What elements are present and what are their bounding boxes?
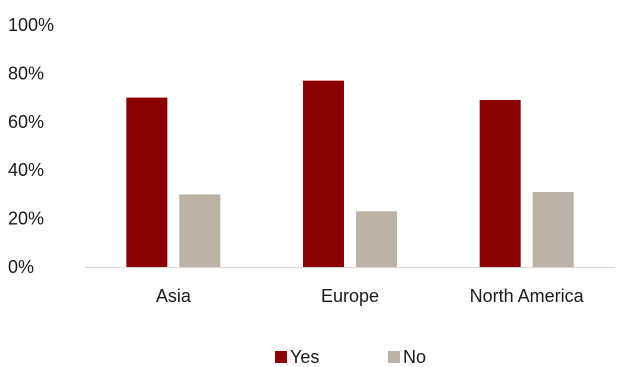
legend-swatch <box>275 351 287 363</box>
bar-yes <box>479 100 521 268</box>
legend-label: No <box>403 347 426 367</box>
legend: Yes No <box>275 347 426 367</box>
y-tick-label: 0% <box>8 257 34 277</box>
y-tick-label: 60% <box>8 112 44 132</box>
y-tick-label: 80% <box>8 63 44 83</box>
y-tick-label: 40% <box>8 160 44 180</box>
bars <box>126 80 574 268</box>
bar-no <box>532 191 574 267</box>
bar-no <box>356 211 397 267</box>
bar-yes <box>126 97 168 267</box>
x-tick-label: North America <box>470 286 585 306</box>
y-axis-ticks: 0% 20% 40% 60% 80% 100% <box>8 15 54 277</box>
x-tick-label: Asia <box>156 286 192 306</box>
x-tick-label: Europe <box>321 286 379 306</box>
legend-label: Yes <box>290 347 319 367</box>
bar-no <box>179 194 221 267</box>
y-tick-label: 20% <box>8 209 44 229</box>
bar-yes <box>303 80 344 267</box>
y-tick-label: 100% <box>8 15 54 35</box>
x-axis-ticks: Asia Europe North America <box>156 286 585 306</box>
legend-swatch <box>388 351 400 363</box>
